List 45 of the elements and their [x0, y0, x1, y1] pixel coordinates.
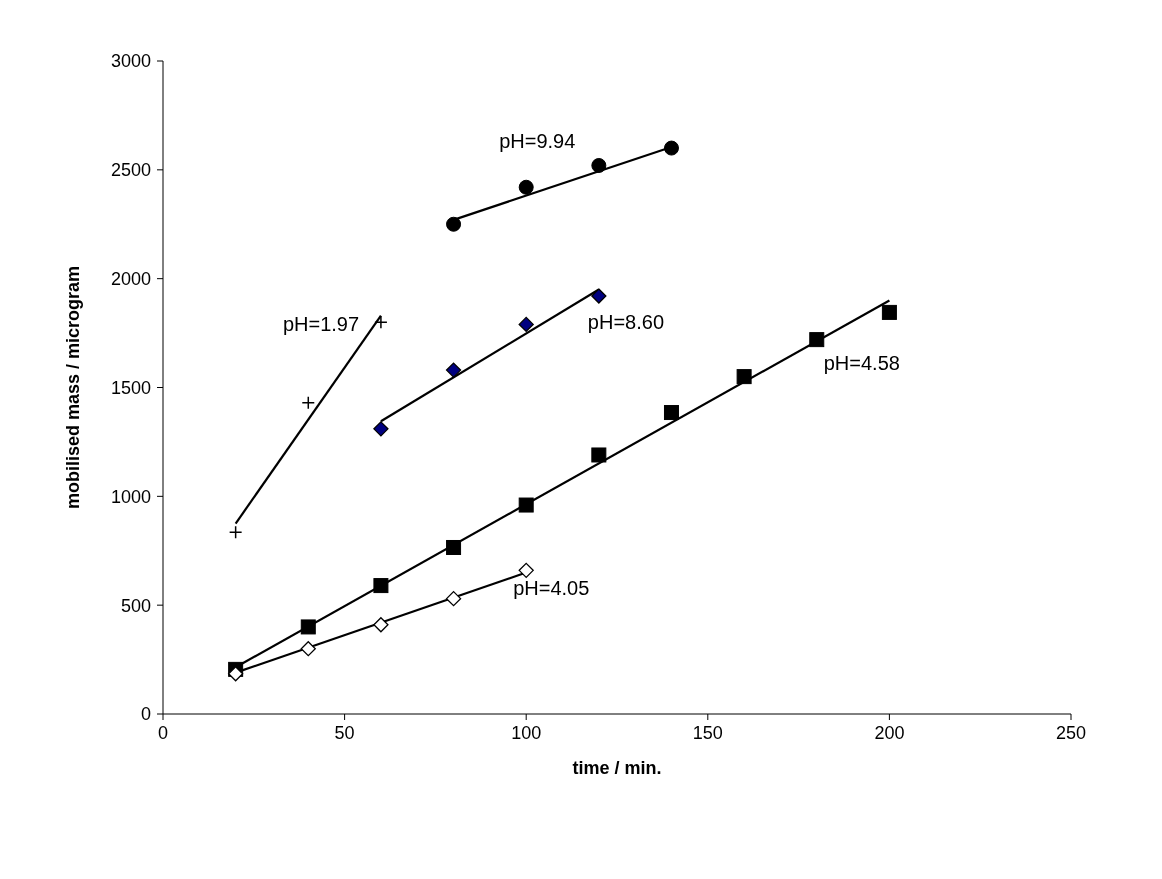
point	[663, 140, 679, 156]
y-tick-label: 500	[120, 595, 151, 616]
y-tick-label: 2000	[110, 269, 151, 290]
y-tick-label: 3000	[110, 51, 151, 72]
series-label: pH=1.97	[282, 313, 360, 336]
y-tick-label: 1500	[110, 377, 151, 398]
x-tick-label: 100	[511, 722, 542, 743]
point	[591, 447, 607, 463]
y-axis-title: mobilised mass / microgram	[63, 265, 84, 510]
series-label: pH=9.94	[499, 129, 576, 152]
point	[374, 315, 388, 329]
point	[591, 157, 607, 173]
x-tick-label: 150	[692, 722, 723, 743]
point	[301, 395, 316, 410]
point	[663, 405, 679, 421]
point	[446, 539, 462, 555]
x-tick-label: 0	[157, 722, 169, 743]
point	[373, 578, 389, 594]
point	[300, 641, 316, 657]
series-label: pH=4.05	[513, 576, 590, 599]
x-tick-label: 50	[334, 722, 355, 743]
x-axis-title: time / min.	[572, 758, 662, 778]
point	[446, 216, 462, 232]
point	[518, 497, 534, 513]
series-label: pH=4.58	[823, 351, 900, 374]
point	[809, 332, 825, 348]
point	[881, 304, 897, 320]
point	[373, 617, 389, 633]
point	[228, 525, 243, 539]
x-tick-label: 250	[1055, 722, 1087, 743]
y-tick-label: 1000	[110, 486, 151, 507]
point	[445, 362, 462, 378]
point	[518, 316, 534, 333]
point	[300, 619, 316, 635]
y-tick-label: 0	[140, 704, 151, 725]
point	[518, 179, 534, 195]
point	[591, 288, 607, 304]
series-label: pH=8.60	[587, 311, 665, 334]
x-tick-label: 200	[874, 722, 905, 743]
point	[518, 562, 534, 578]
point	[227, 666, 244, 682]
y-tick-label: 2500	[110, 160, 151, 181]
point	[736, 369, 752, 385]
point	[373, 421, 389, 437]
point	[445, 590, 462, 607]
